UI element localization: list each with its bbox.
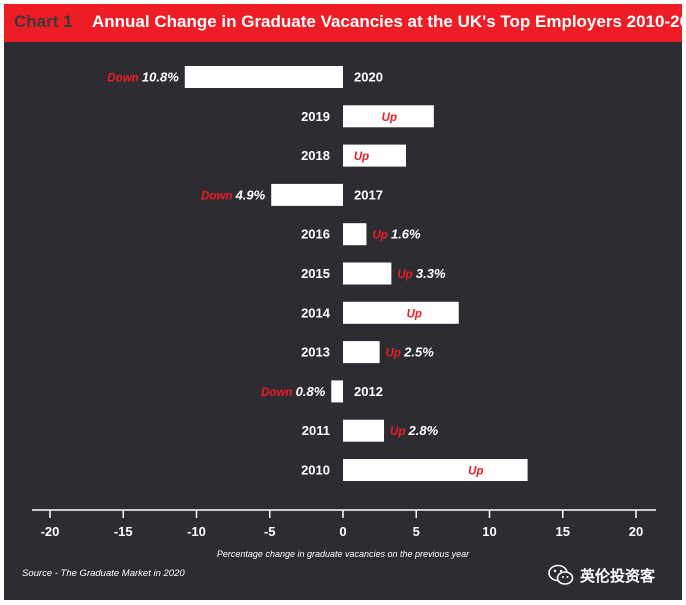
x-tick-label-5: 5 xyxy=(413,524,420,539)
value-label-2013: Up 2.5% xyxy=(386,345,435,360)
x-tick-label--10: -10 xyxy=(187,524,206,539)
x-tick-label--20: -20 xyxy=(41,524,60,539)
year-label-2010: 2010 xyxy=(301,463,330,478)
x-tick-label--5: -5 xyxy=(264,524,276,539)
source-text: - The Graduate Market in 2020 xyxy=(52,568,185,579)
year-label-2016: 2016 xyxy=(301,227,330,242)
bar-2017 xyxy=(271,183,343,206)
value-label-2018: Up 4.3% xyxy=(354,148,403,163)
bar-2010 xyxy=(343,459,528,481)
watermark: 英伦投资客 xyxy=(548,564,655,586)
year-label-2019: 2019 xyxy=(301,109,330,124)
value-label-2016: Up 1.6% xyxy=(372,227,421,242)
bar-2016 xyxy=(343,223,367,246)
chart-number-label: Chart 1 xyxy=(14,12,73,31)
bar-2013 xyxy=(343,341,380,364)
x-tick-label-10: 10 xyxy=(482,524,496,539)
source-note: Source - The Graduate Market in 2020 xyxy=(22,568,185,579)
value-label-2012: Down 0.8% xyxy=(261,384,326,399)
bar-2015 xyxy=(343,262,392,285)
bar-2012 xyxy=(331,380,343,403)
value-label-2011: Up 2.8% xyxy=(390,423,439,438)
year-label-2012: 2012 xyxy=(354,384,383,399)
value-label-2019: Up 6.2% xyxy=(382,109,431,124)
x-axis-title: Percentage change in graduate vacancies … xyxy=(217,549,470,559)
value-label-2017: Down 4.9% xyxy=(201,187,266,202)
year-label-2013: 2013 xyxy=(301,345,330,360)
value-label-2020: Down 10.8% xyxy=(107,70,179,85)
bar-2019 xyxy=(343,105,434,128)
year-label-2018: 2018 xyxy=(301,148,330,163)
year-label-2017: 2017 xyxy=(354,187,383,202)
year-label-2015: 2015 xyxy=(301,266,330,281)
year-label-2020: 2020 xyxy=(354,70,383,85)
bar-2020 xyxy=(184,66,343,88)
year-label-2011: 2011 xyxy=(302,423,330,438)
watermark-text: 英伦投资客 xyxy=(580,566,656,585)
source-label: Source xyxy=(22,568,53,579)
value-label-2015: Up 3.3% xyxy=(397,266,446,281)
value-label-2010: Up 12.6% xyxy=(468,463,524,478)
chart-header: Chart 1 Annual Change in Graduate Vacanc… xyxy=(4,4,686,42)
x-tick-label-20: 20 xyxy=(629,524,643,539)
bar-chart-svg: 2020 Down 10.8% 2019 Up 6.2% 2018 Up 4.3% 2017… xyxy=(32,66,656,559)
value-label-2014: Up 7.9% xyxy=(407,305,456,320)
chart-title: Annual Change in Graduate Vacancies at t… xyxy=(92,12,686,31)
x-tick-label-0: 0 xyxy=(339,524,346,539)
bar-2018 xyxy=(343,144,406,167)
x-tick-label-15: 15 xyxy=(556,524,570,539)
bar-2011 xyxy=(343,419,385,442)
wechat-icon xyxy=(548,564,574,585)
chart-panel: 2020 Down 10.8% 2019 Up 6.2% 2018 Up 4.3% 2017… xyxy=(4,42,682,600)
x-tick-label--15: -15 xyxy=(114,524,133,539)
bar-2014 xyxy=(343,301,459,324)
year-label-2014: 2014 xyxy=(301,305,331,320)
